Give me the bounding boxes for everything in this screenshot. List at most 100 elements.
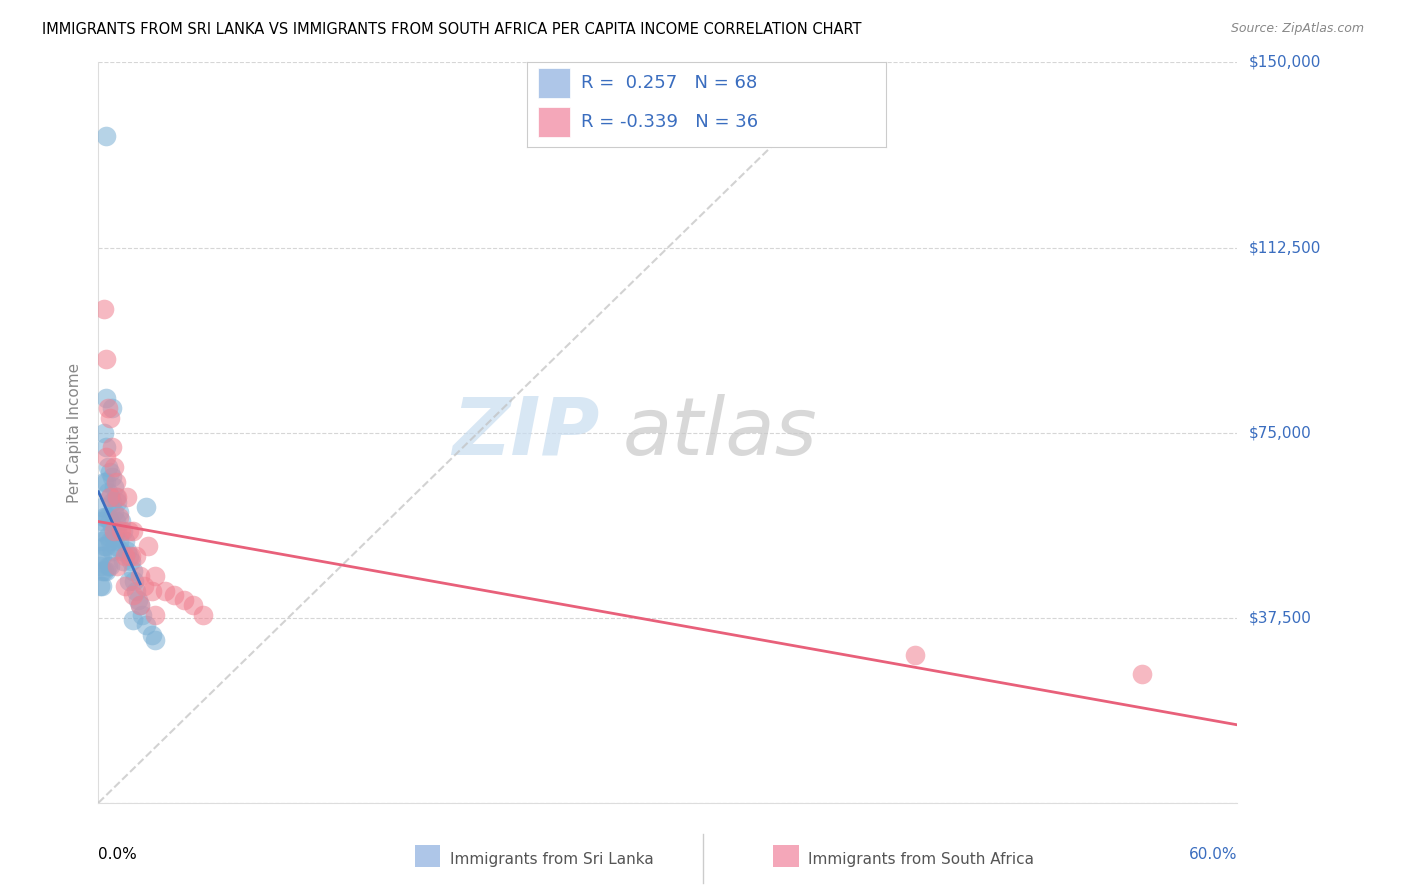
Point bbox=[98, 490, 121, 504]
Point bbox=[89, 549, 111, 563]
Point bbox=[94, 450, 117, 465]
Point bbox=[163, 589, 186, 603]
Point bbox=[103, 480, 125, 494]
Point bbox=[103, 505, 125, 519]
Y-axis label: Per Capita Income: Per Capita Income bbox=[67, 362, 83, 503]
Point bbox=[125, 549, 148, 563]
Point bbox=[118, 524, 141, 539]
Point bbox=[94, 391, 117, 405]
Point bbox=[132, 579, 155, 593]
Point bbox=[145, 608, 167, 623]
Text: Source: ZipAtlas.com: Source: ZipAtlas.com bbox=[1230, 22, 1364, 36]
Point bbox=[107, 494, 129, 508]
Point bbox=[121, 564, 143, 578]
Point bbox=[98, 490, 121, 504]
Point bbox=[108, 505, 131, 519]
Point bbox=[121, 613, 143, 627]
Point bbox=[110, 544, 132, 558]
Point bbox=[93, 475, 115, 489]
Text: 0.0%: 0.0% bbox=[98, 847, 138, 863]
Point bbox=[114, 534, 136, 549]
Text: ZIP: ZIP bbox=[453, 393, 599, 472]
Point bbox=[145, 632, 167, 647]
Text: R =  0.257   N = 68: R = 0.257 N = 68 bbox=[581, 74, 758, 92]
Point bbox=[94, 509, 117, 524]
Point bbox=[94, 564, 117, 578]
Point bbox=[136, 539, 159, 553]
Point bbox=[94, 129, 117, 144]
Point bbox=[107, 490, 129, 504]
Point bbox=[93, 564, 115, 578]
Point bbox=[98, 558, 121, 573]
Point bbox=[120, 549, 142, 563]
Point bbox=[127, 593, 149, 607]
Point bbox=[121, 524, 143, 539]
Point bbox=[107, 524, 129, 539]
Point bbox=[91, 500, 114, 514]
Point bbox=[121, 589, 143, 603]
Point bbox=[120, 554, 142, 568]
Point bbox=[98, 515, 121, 529]
Point bbox=[97, 401, 120, 415]
Point bbox=[1132, 667, 1154, 681]
Text: Immigrants from South Africa: Immigrants from South Africa bbox=[808, 853, 1035, 867]
Point bbox=[89, 524, 111, 539]
Point bbox=[103, 460, 125, 475]
Text: R = -0.339   N = 36: R = -0.339 N = 36 bbox=[581, 112, 758, 131]
Point bbox=[97, 558, 120, 573]
Point bbox=[100, 519, 122, 533]
Point bbox=[129, 568, 152, 582]
Point bbox=[91, 534, 114, 549]
Point bbox=[141, 583, 163, 598]
Point bbox=[97, 509, 120, 524]
Text: $75,000: $75,000 bbox=[1249, 425, 1312, 440]
Point bbox=[98, 465, 121, 479]
Point bbox=[98, 410, 121, 425]
Point bbox=[904, 648, 927, 662]
Point bbox=[110, 524, 132, 539]
Point bbox=[129, 599, 152, 613]
Bar bbox=[538, 107, 571, 137]
Point bbox=[97, 460, 120, 475]
Point bbox=[104, 539, 127, 553]
Point bbox=[135, 500, 157, 514]
Point bbox=[153, 583, 176, 598]
Point bbox=[104, 515, 127, 529]
Point bbox=[135, 618, 157, 632]
Point bbox=[115, 490, 138, 504]
Text: $37,500: $37,500 bbox=[1249, 610, 1312, 625]
Point bbox=[104, 490, 127, 504]
Point bbox=[100, 470, 122, 484]
Point bbox=[108, 509, 131, 524]
Point bbox=[100, 441, 122, 455]
Text: atlas: atlas bbox=[623, 393, 817, 472]
Point bbox=[110, 515, 132, 529]
Point bbox=[94, 539, 117, 553]
Point bbox=[98, 534, 121, 549]
Text: $150,000: $150,000 bbox=[1249, 55, 1320, 70]
Point bbox=[94, 441, 117, 455]
Point bbox=[97, 529, 120, 543]
Point bbox=[93, 302, 115, 317]
Point bbox=[112, 524, 135, 539]
Point bbox=[191, 608, 214, 623]
Point bbox=[118, 549, 141, 563]
Point bbox=[107, 558, 129, 573]
Point bbox=[125, 583, 148, 598]
Point bbox=[114, 579, 136, 593]
Point bbox=[93, 425, 115, 440]
Point bbox=[94, 475, 117, 489]
Point bbox=[103, 529, 125, 543]
Point bbox=[91, 579, 114, 593]
Point bbox=[145, 568, 167, 582]
Point bbox=[103, 524, 125, 539]
Point bbox=[100, 544, 122, 558]
Point bbox=[104, 475, 127, 489]
Text: Immigrants from Sri Lanka: Immigrants from Sri Lanka bbox=[450, 853, 654, 867]
Point bbox=[183, 599, 205, 613]
Point bbox=[114, 549, 136, 563]
Text: IMMIGRANTS FROM SRI LANKA VS IMMIGRANTS FROM SOUTH AFRICA PER CAPITA INCOME CORR: IMMIGRANTS FROM SRI LANKA VS IMMIGRANTS … bbox=[42, 22, 862, 37]
Point bbox=[100, 401, 122, 415]
Point bbox=[141, 628, 163, 642]
Point bbox=[115, 544, 138, 558]
